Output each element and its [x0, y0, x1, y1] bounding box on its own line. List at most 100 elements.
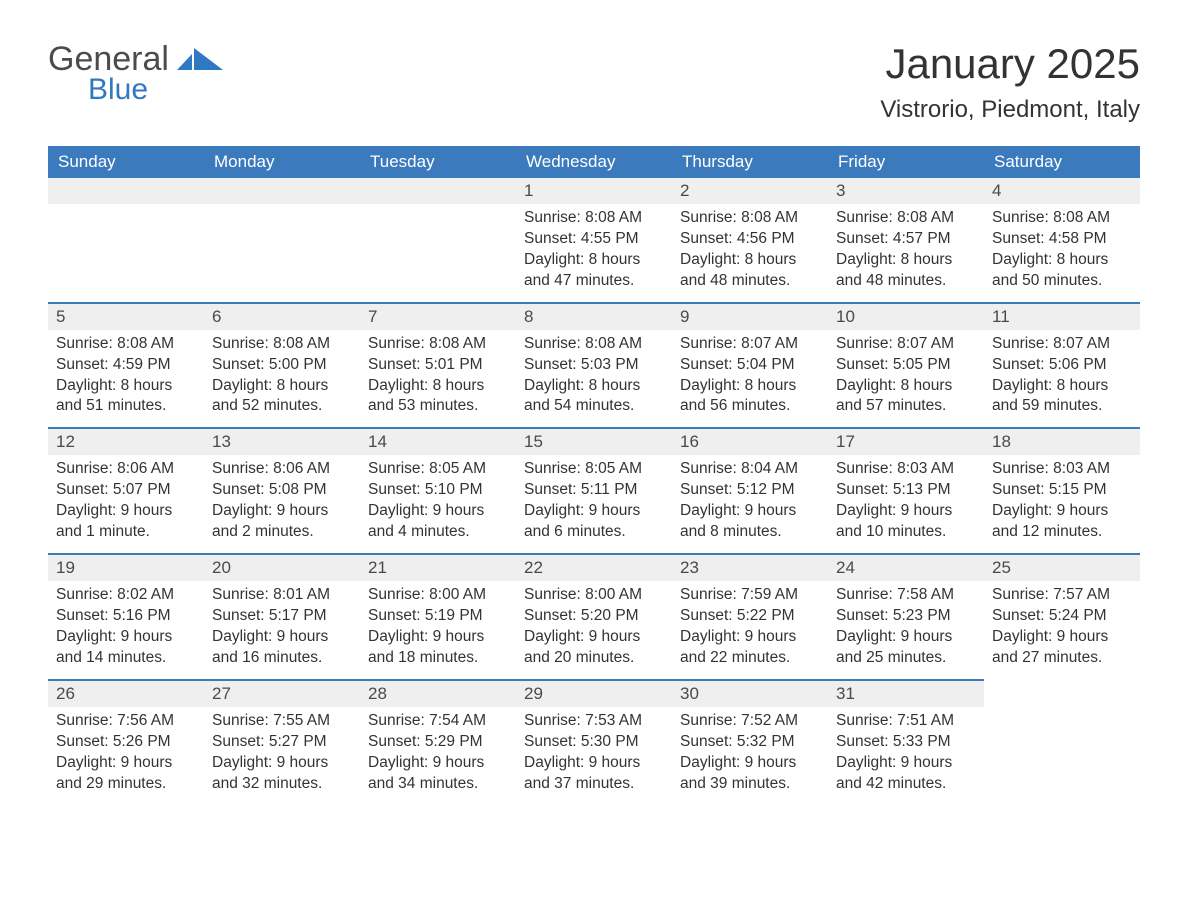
day-content: Sunrise: 7:59 AMSunset: 5:22 PMDaylight:…: [672, 581, 828, 679]
daylight-line2: and 50 minutes.: [992, 271, 1132, 292]
daylight-line2: and 42 minutes.: [836, 774, 976, 795]
day-number: 16: [672, 427, 828, 455]
sunrise-text: Sunrise: 7:53 AM: [524, 711, 664, 732]
day-content: Sunrise: 8:06 AMSunset: 5:08 PMDaylight:…: [204, 455, 360, 553]
sunset-text: Sunset: 5:30 PM: [524, 732, 664, 753]
calendar-cell: 23Sunrise: 7:59 AMSunset: 5:22 PMDayligh…: [672, 553, 828, 679]
daylight-line1: Daylight: 9 hours: [368, 753, 508, 774]
daylight-line1: Daylight: 8 hours: [836, 376, 976, 397]
sunset-text: Sunset: 5:33 PM: [836, 732, 976, 753]
sunset-text: Sunset: 5:06 PM: [992, 355, 1132, 376]
daylight-line1: Daylight: 9 hours: [836, 501, 976, 522]
sunset-text: Sunset: 5:26 PM: [56, 732, 196, 753]
sunrise-text: Sunrise: 7:58 AM: [836, 585, 976, 606]
sunset-text: Sunset: 5:01 PM: [368, 355, 508, 376]
day-header: Tuesday: [360, 146, 516, 178]
sunset-text: Sunset: 5:10 PM: [368, 480, 508, 501]
sunset-text: Sunset: 5:00 PM: [212, 355, 352, 376]
sunrise-text: Sunrise: 8:08 AM: [992, 208, 1132, 229]
day-number: 12: [48, 427, 204, 455]
day-number: 18: [984, 427, 1140, 455]
sunrise-text: Sunrise: 8:08 AM: [680, 208, 820, 229]
day-number: 31: [828, 679, 984, 707]
day-number: 26: [48, 679, 204, 707]
month-title: January 2025: [880, 40, 1140, 88]
sunrise-text: Sunrise: 8:08 AM: [524, 208, 664, 229]
daylight-line1: Daylight: 9 hours: [992, 627, 1132, 648]
daylight-line1: Daylight: 8 hours: [836, 250, 976, 271]
daylight-line2: and 20 minutes.: [524, 648, 664, 669]
sunrise-text: Sunrise: 8:07 AM: [992, 334, 1132, 355]
logo-flag-icon: [177, 48, 223, 75]
day-content: Sunrise: 8:03 AMSunset: 5:15 PMDaylight:…: [984, 455, 1140, 553]
sunset-text: Sunset: 5:03 PM: [524, 355, 664, 376]
day-content: Sunrise: 7:55 AMSunset: 5:27 PMDaylight:…: [204, 707, 360, 805]
daylight-line1: Daylight: 9 hours: [368, 627, 508, 648]
calendar-cell: [984, 679, 1140, 805]
daylight-line1: Daylight: 9 hours: [680, 627, 820, 648]
calendar-grid: SundayMondayTuesdayWednesdayThursdayFrid…: [48, 146, 1140, 804]
day-header: Sunday: [48, 146, 204, 178]
calendar-cell: 5Sunrise: 8:08 AMSunset: 4:59 PMDaylight…: [48, 302, 204, 428]
daylight-line1: Daylight: 9 hours: [524, 753, 664, 774]
sunset-text: Sunset: 4:55 PM: [524, 229, 664, 250]
sunrise-text: Sunrise: 7:52 AM: [680, 711, 820, 732]
calendar-cell: 10Sunrise: 8:07 AMSunset: 5:05 PMDayligh…: [828, 302, 984, 428]
day-number: 4: [984, 178, 1140, 204]
sunrise-text: Sunrise: 8:05 AM: [368, 459, 508, 480]
daylight-line2: and 57 minutes.: [836, 396, 976, 417]
sunset-text: Sunset: 5:22 PM: [680, 606, 820, 627]
sunset-text: Sunset: 5:32 PM: [680, 732, 820, 753]
daylight-line2: and 14 minutes.: [56, 648, 196, 669]
day-content: Sunrise: 8:08 AMSunset: 4:55 PMDaylight:…: [516, 204, 672, 302]
daylight-line1: Daylight: 8 hours: [368, 376, 508, 397]
daylight-line2: and 1 minute.: [56, 522, 196, 543]
daylight-line2: and 10 minutes.: [836, 522, 976, 543]
calendar-cell: [48, 178, 204, 302]
calendar-cell: 30Sunrise: 7:52 AMSunset: 5:32 PMDayligh…: [672, 679, 828, 805]
daylight-line1: Daylight: 9 hours: [992, 501, 1132, 522]
sunrise-text: Sunrise: 7:54 AM: [368, 711, 508, 732]
calendar-cell: 18Sunrise: 8:03 AMSunset: 5:15 PMDayligh…: [984, 427, 1140, 553]
daylight-line2: and 29 minutes.: [56, 774, 196, 795]
calendar-cell: 9Sunrise: 8:07 AMSunset: 5:04 PMDaylight…: [672, 302, 828, 428]
day-content: [48, 204, 204, 294]
calendar-cell: 15Sunrise: 8:05 AMSunset: 5:11 PMDayligh…: [516, 427, 672, 553]
sunrise-text: Sunrise: 8:08 AM: [524, 334, 664, 355]
sunrise-text: Sunrise: 8:00 AM: [368, 585, 508, 606]
daylight-line2: and 16 minutes.: [212, 648, 352, 669]
sunset-text: Sunset: 5:29 PM: [368, 732, 508, 753]
daylight-line2: and 56 minutes.: [680, 396, 820, 417]
sunrise-text: Sunrise: 7:59 AM: [680, 585, 820, 606]
daylight-line2: and 54 minutes.: [524, 396, 664, 417]
daylight-line2: and 25 minutes.: [836, 648, 976, 669]
day-number: 14: [360, 427, 516, 455]
day-content: [360, 204, 516, 294]
sunrise-text: Sunrise: 8:05 AM: [524, 459, 664, 480]
calendar-cell: 7Sunrise: 8:08 AMSunset: 5:01 PMDaylight…: [360, 302, 516, 428]
calendar-cell: 26Sunrise: 7:56 AMSunset: 5:26 PMDayligh…: [48, 679, 204, 805]
day-number: 17: [828, 427, 984, 455]
calendar-cell: 31Sunrise: 7:51 AMSunset: 5:33 PMDayligh…: [828, 679, 984, 805]
calendar-cell: 22Sunrise: 8:00 AMSunset: 5:20 PMDayligh…: [516, 553, 672, 679]
day-content: Sunrise: 8:03 AMSunset: 5:13 PMDaylight:…: [828, 455, 984, 553]
calendar-cell: 17Sunrise: 8:03 AMSunset: 5:13 PMDayligh…: [828, 427, 984, 553]
daylight-line1: Daylight: 9 hours: [524, 627, 664, 648]
day-content: Sunrise: 7:52 AMSunset: 5:32 PMDaylight:…: [672, 707, 828, 805]
day-number: 13: [204, 427, 360, 455]
daylight-line1: Daylight: 9 hours: [836, 753, 976, 774]
day-content: Sunrise: 8:00 AMSunset: 5:20 PMDaylight:…: [516, 581, 672, 679]
calendar-cell: 6Sunrise: 8:08 AMSunset: 5:00 PMDaylight…: [204, 302, 360, 428]
day-content: Sunrise: 8:08 AMSunset: 4:56 PMDaylight:…: [672, 204, 828, 302]
daylight-line1: Daylight: 9 hours: [680, 501, 820, 522]
day-content: Sunrise: 7:57 AMSunset: 5:24 PMDaylight:…: [984, 581, 1140, 679]
sunrise-text: Sunrise: 8:08 AM: [836, 208, 976, 229]
daylight-line2: and 6 minutes.: [524, 522, 664, 543]
daylight-line2: and 4 minutes.: [368, 522, 508, 543]
sunset-text: Sunset: 5:19 PM: [368, 606, 508, 627]
sunrise-text: Sunrise: 8:06 AM: [56, 459, 196, 480]
sunset-text: Sunset: 4:59 PM: [56, 355, 196, 376]
daylight-line2: and 8 minutes.: [680, 522, 820, 543]
sunrise-text: Sunrise: 7:57 AM: [992, 585, 1132, 606]
day-number: 10: [828, 302, 984, 330]
